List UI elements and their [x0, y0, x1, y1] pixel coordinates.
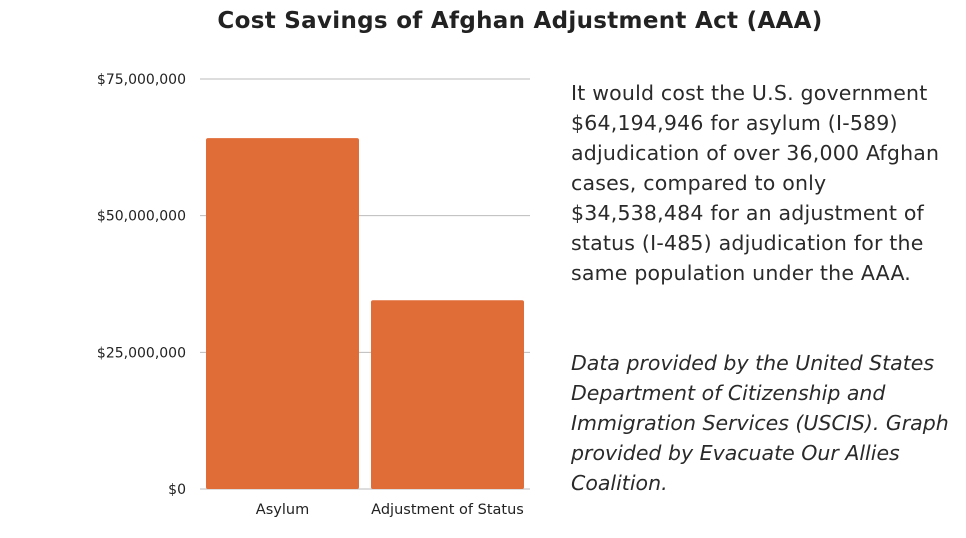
- bar-chart: $0 $25,000,000 $50,000,000 $75,000,000 Asylu…: [97, 72, 530, 518]
- y-tick-label: $25,000,000: [97, 345, 186, 361]
- bar: [206, 138, 359, 489]
- y-tick-label: $50,000,000: [97, 209, 186, 225]
- y-tick-label: $0: [168, 482, 186, 498]
- chart-title: Cost Savings of Afghan Adjustment Act (A…: [217, 8, 823, 34]
- x-tick-label: Asylum: [256, 502, 309, 518]
- x-tick-label: Adjustment of Status: [371, 502, 524, 518]
- data-credit: Data provided by the United States Depar…: [571, 351, 949, 495]
- bar: [371, 300, 524, 489]
- y-tick-label: $75,000,000: [97, 72, 186, 88]
- chart-description: It would cost the U.S. government $64,19…: [571, 81, 940, 285]
